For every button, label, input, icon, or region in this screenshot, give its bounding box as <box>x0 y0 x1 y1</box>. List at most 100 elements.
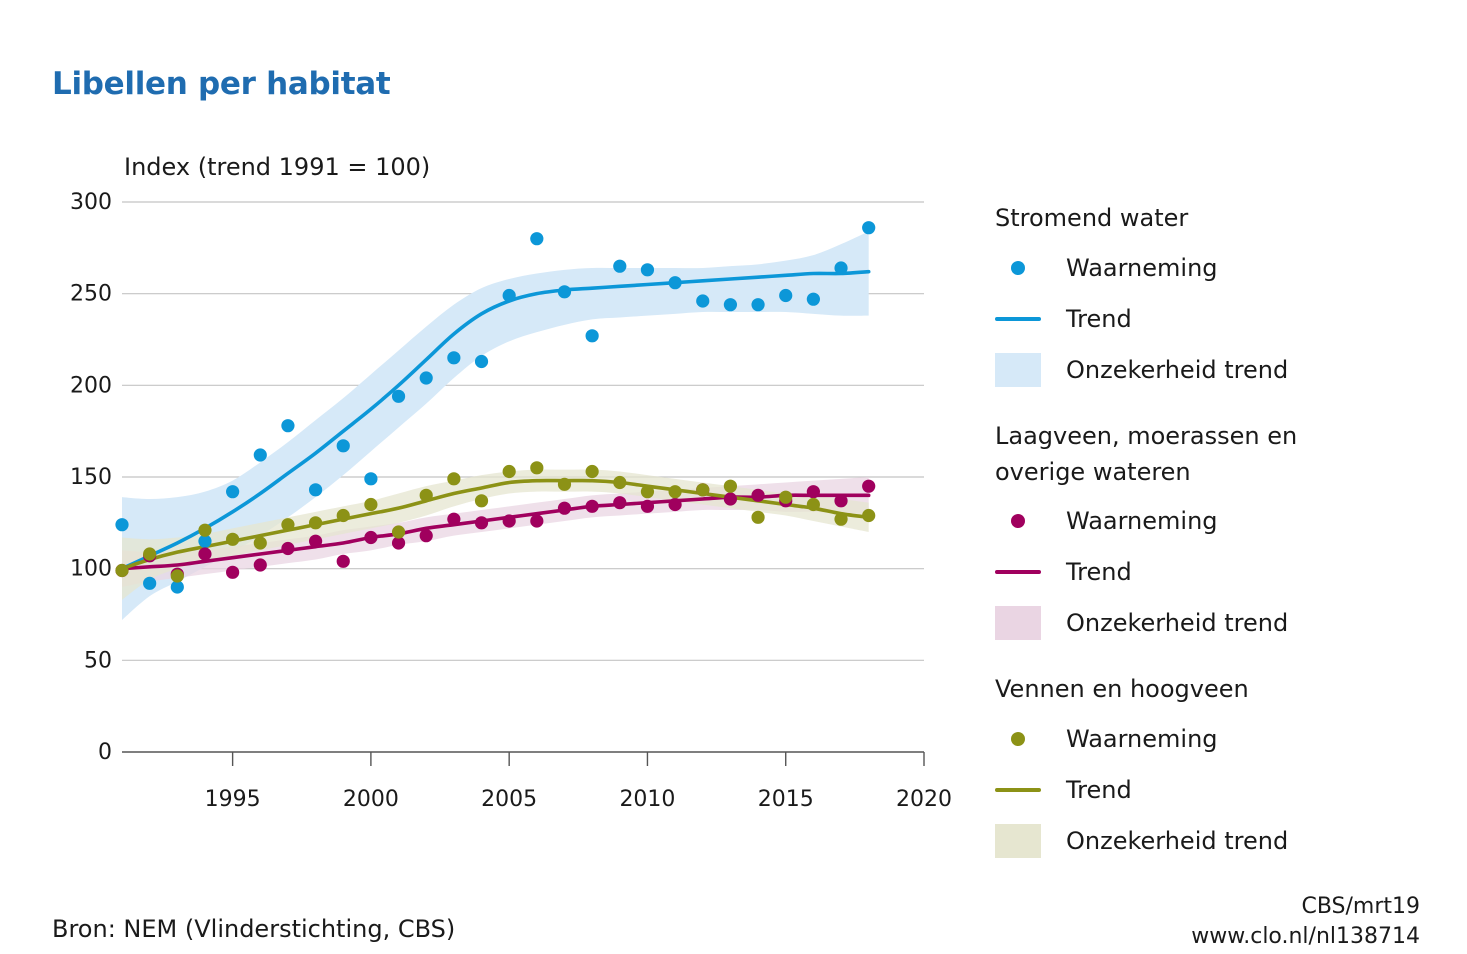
legend-item-trend-vennen: Trend <box>995 770 1435 810</box>
legend-item-observed-vennen: Waarneming <box>995 719 1435 759</box>
point-stromend-water-2015 <box>779 288 793 303</box>
chart-svg: 0 50 100 150 200 250 300 1995 2000 2005 2010 2015 20… <box>70 153 952 812</box>
point-stromend-water-2013 <box>723 298 738 312</box>
point-laagveen-2016 <box>806 485 820 499</box>
point-vennen-2014 <box>751 510 765 524</box>
point-vennen-2005 <box>502 464 516 479</box>
point-stromend-water-1995 <box>226 485 240 499</box>
legend-line-icon <box>995 570 1041 574</box>
point-laagveen-1999 <box>336 554 350 568</box>
point-stromend-water-2008 <box>585 329 599 343</box>
point-vennen-2018 <box>862 508 876 523</box>
chart-title: Libellen per habitat <box>52 66 391 102</box>
point-vennen-2009 <box>613 475 627 490</box>
point-laagveen-1997 <box>281 541 295 556</box>
point-stromend-water-2006 <box>530 232 544 246</box>
source-note: Bron: NEM (Vlinderstichting, CBS) <box>52 915 456 943</box>
point-vennen-2007 <box>557 477 572 491</box>
point-laagveen-1996 <box>253 558 267 572</box>
band-laagveen <box>122 477 869 587</box>
point-stromend-water-2011 <box>668 276 682 290</box>
point-stromend-water-2009 <box>613 259 627 273</box>
legend-item-band-vennen: Onzekerheid trend <box>995 821 1435 861</box>
point-laagveen-2014 <box>751 488 765 502</box>
y-axis-label: Index (trend 1991 = 100) <box>124 153 430 181</box>
point-laagveen-2002 <box>419 529 433 543</box>
trend-line-laagveen <box>120 493 871 571</box>
y-tick-label-150: 150 <box>70 465 112 490</box>
point-stromend-water-2017 <box>834 261 848 275</box>
point-laagveen-1998 <box>308 534 323 548</box>
point-vennen-1999 <box>336 508 350 523</box>
legend-line-icon <box>995 788 1041 792</box>
point-vennen-1995 <box>226 532 240 546</box>
point-laagveen-2007 <box>557 501 572 515</box>
legend-label: Waarneming <box>1066 725 1218 753</box>
y-tick-label-50: 50 <box>84 648 112 673</box>
x-tick-label-2020: 2020 <box>896 787 952 812</box>
point-stromend-water-2014 <box>751 298 765 312</box>
point-stromend-water-1997 <box>281 419 295 433</box>
credit-line-2: www.clo.nl/nl138714 <box>1191 924 1420 949</box>
point-vennen-2012 <box>696 483 710 497</box>
y-tick-label-0: 0 <box>98 740 112 765</box>
legend-item-trend-laagveen: Trend <box>995 552 1435 592</box>
point-stromend-water-1992 <box>143 576 157 590</box>
trend-lines <box>120 269 871 571</box>
point-stromend-water-1991 <box>115 518 129 532</box>
band-stromend-water <box>122 231 869 621</box>
point-laagveen-2003 <box>447 512 461 526</box>
point-vennen-2004 <box>474 494 489 508</box>
legend-header-laagveen-line1: Laagveen, moerassen en <box>995 422 1298 450</box>
legend-header-stromend-water: Stromend water <box>995 204 1189 232</box>
point-vennen-2006 <box>530 461 544 475</box>
point-stromend-water-1996 <box>253 448 267 462</box>
point-laagveen-2005 <box>502 514 516 528</box>
point-vennen-2017 <box>834 512 848 526</box>
legend-band-icon <box>995 353 1041 387</box>
point-laagveen-2018 <box>862 479 876 493</box>
point-vennen-1991 <box>115 563 129 578</box>
point-vennen-2000 <box>364 497 378 512</box>
point-laagveen-2006 <box>530 514 544 528</box>
observation-points <box>115 221 876 594</box>
point-vennen-1997 <box>281 518 295 532</box>
point-vennen-2002 <box>419 488 433 502</box>
x-tick-label-2005: 2005 <box>481 787 537 812</box>
x-tick-label-1995: 1995 <box>205 787 261 812</box>
point-vennen-2001 <box>391 525 406 539</box>
legend-label: Trend <box>1066 305 1132 333</box>
point-stromend-water-2004 <box>474 354 489 369</box>
point-vennen-2016 <box>806 497 820 512</box>
point-stromend-water-2000 <box>364 472 378 486</box>
y-tick-label-300: 300 <box>70 190 112 215</box>
point-stromend-water-1993 <box>170 580 184 594</box>
point-vennen-2013 <box>723 479 738 493</box>
legend-line-icon <box>995 317 1041 321</box>
point-stromend-water-2003 <box>447 351 461 365</box>
legend-header-vennen: Vennen en hoogveen <box>995 675 1249 703</box>
legend-label: Onzekerheid trend <box>1066 609 1289 637</box>
point-vennen-1996 <box>253 536 267 550</box>
point-laagveen-2013 <box>723 492 738 506</box>
legend-label: Onzekerheid trend <box>1066 827 1289 855</box>
point-laagveen-2011 <box>668 497 682 512</box>
point-laagveen-2001 <box>391 536 406 550</box>
point-stromend-water-1998 <box>308 483 323 497</box>
point-laagveen-1995 <box>226 565 240 579</box>
point-stromend-water-2005 <box>502 288 516 303</box>
point-vennen-2010 <box>640 485 655 499</box>
point-stromend-water-2012 <box>696 294 710 308</box>
legend-item-band-stromend-water: Onzekerheid trend <box>995 350 1435 390</box>
legend-item-trend-stromend-water: Trend <box>995 299 1435 339</box>
point-vennen-2015 <box>779 490 793 504</box>
legend-dot-icon <box>1011 514 1025 528</box>
point-stromend-water-2002 <box>419 371 433 385</box>
point-vennen-2003 <box>447 472 461 486</box>
point-stromend-water-1994 <box>198 534 212 548</box>
point-vennen-2011 <box>668 485 682 499</box>
point-stromend-water-1999 <box>336 439 350 453</box>
point-stromend-water-2007 <box>557 285 572 299</box>
x-tick-label-2015: 2015 <box>758 787 814 812</box>
